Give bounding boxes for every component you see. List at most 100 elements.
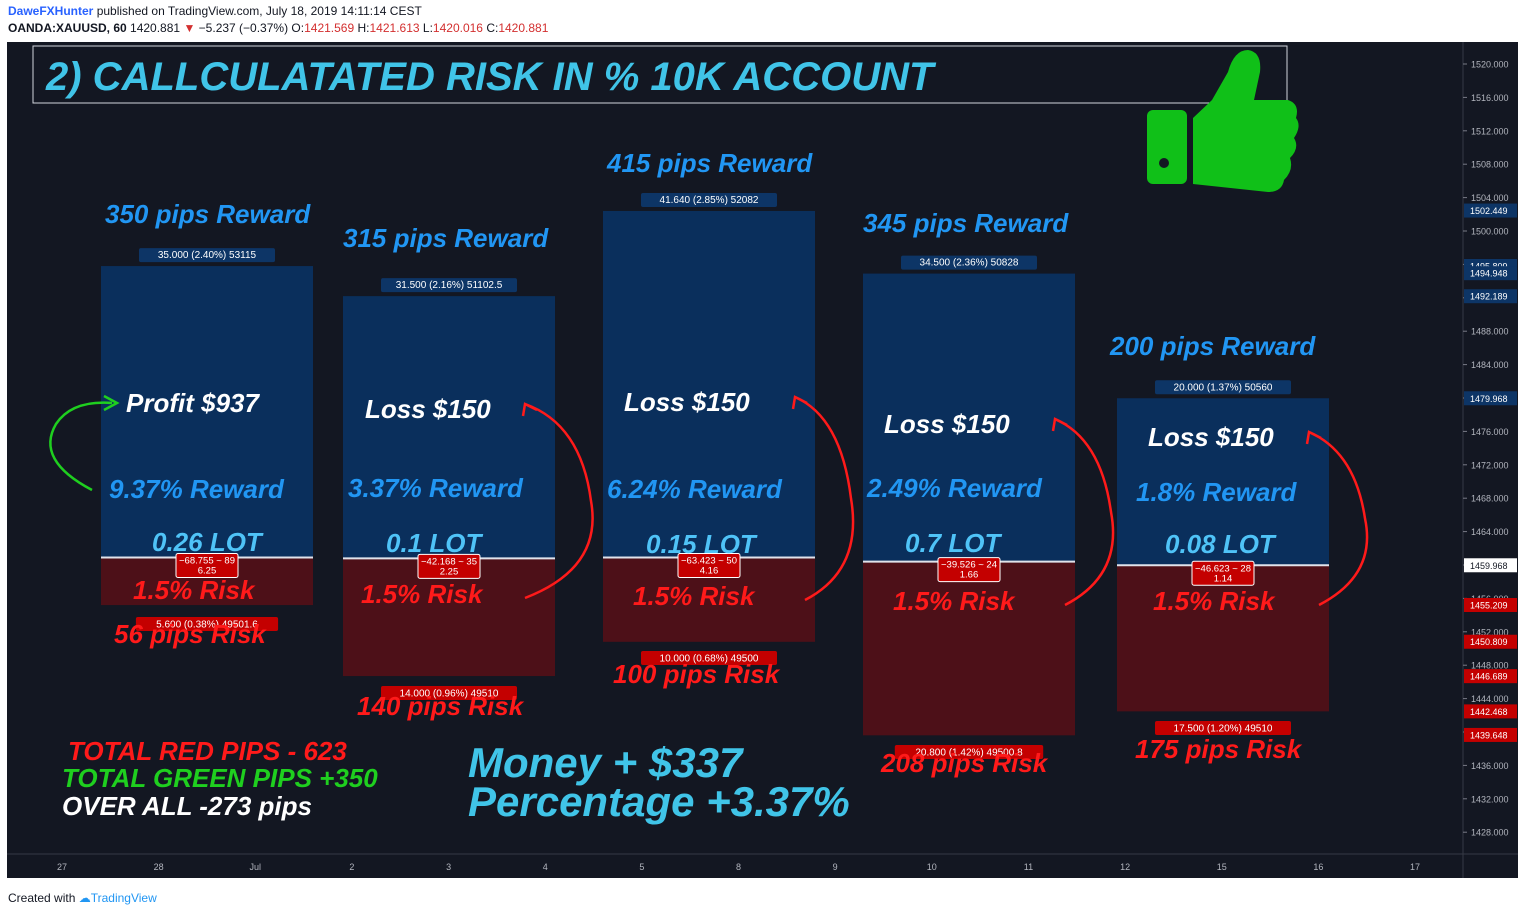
- summary-left: TOTAL RED PIPS - 623 TOTAL GREEN PIPS +3…: [62, 736, 378, 821]
- time-tick-label: 28: [154, 862, 164, 872]
- reward-label: 35.000 (2.40%) 53115: [158, 250, 257, 261]
- footer: Created with ☁TradingView: [8, 888, 157, 908]
- price-tick-label: 1504.000: [1471, 193, 1509, 203]
- price-badge: [1464, 634, 1517, 649]
- red-arrowhead-icon: [1051, 417, 1068, 432]
- risk-pips: 56 pips Risk: [114, 619, 267, 649]
- author-link[interactable]: DaweFXHunter: [8, 4, 94, 18]
- reward-label-badge: [641, 192, 777, 207]
- reward-percent: 9.37% Reward: [109, 474, 285, 504]
- entry-pnl-line1: −42.168 ~ 35: [421, 556, 477, 567]
- green-arrowhead-icon: [103, 394, 120, 412]
- time-tick-label: 2: [349, 862, 354, 872]
- total-green-pips: TOTAL GREEN PIPS +350: [62, 763, 378, 793]
- trade-result: Profit $937: [126, 388, 260, 418]
- thumbs-up-icon: [1147, 50, 1299, 192]
- risk-pips: 208 pips Risk: [880, 748, 1049, 778]
- reward-label: 20.000 (1.37%) 50560: [1174, 382, 1273, 393]
- entry-pnl-badge: [1191, 560, 1255, 586]
- reward-zone[interactable]: [603, 210, 815, 558]
- time-tick-label: 27: [57, 862, 67, 872]
- red-curved-arrow-icon: [524, 402, 594, 600]
- summary-money: Money + $337 Percentage +3.37%: [468, 739, 850, 825]
- risk-percent: 1.5% Risk: [1153, 586, 1276, 616]
- price-badge-label: 1479.968: [1470, 394, 1508, 404]
- price-badge-label: 1492.189: [1470, 292, 1508, 302]
- lot-size: 0.7 LOT: [905, 528, 1002, 558]
- time-tick-label: 4: [543, 862, 548, 872]
- reward-pips: 200 pips Reward: [1109, 331, 1316, 361]
- entry-pnl-badge: [677, 552, 741, 578]
- reward-zone[interactable]: [343, 296, 555, 559]
- created-with-label: Created with: [8, 891, 76, 905]
- risk-zone[interactable]: [1117, 565, 1329, 712]
- open-value: 1421.569: [304, 21, 355, 35]
- red-arrowhead-icon: [791, 395, 808, 410]
- time-tick-label: 12: [1120, 862, 1130, 872]
- title-box[interactable]: [32, 45, 1288, 104]
- money-result: Money + $337: [468, 739, 744, 786]
- reward-zone[interactable]: [1117, 398, 1329, 566]
- price-axis[interactable]: [1463, 42, 1518, 854]
- price-badge-label: 1459.968: [1470, 561, 1508, 571]
- trade-result: Loss $150: [365, 394, 491, 424]
- price-badge: [1464, 598, 1517, 613]
- entry-pnl-line2: 2.25: [440, 566, 459, 577]
- reward-zone[interactable]: [101, 266, 313, 558]
- price-badge-label: 1455.209: [1470, 601, 1508, 611]
- risk-label-badge: [381, 686, 517, 700]
- price-tick-label: 1508.000: [1471, 160, 1509, 170]
- risk-percent: 1.5% Risk: [133, 575, 256, 605]
- price-tick-label: 1472.000: [1471, 460, 1509, 470]
- reward-pips: 315 pips Reward: [343, 223, 549, 253]
- reward-zone[interactable]: [863, 273, 1075, 562]
- price-tick-label: 1432.000: [1471, 794, 1509, 804]
- risk-label-badge: [135, 617, 279, 631]
- tradingview-logo-icon: ☁: [78, 891, 91, 905]
- last-price: 1420.881: [130, 21, 181, 35]
- reward-pips: 345 pips Reward: [863, 208, 1069, 238]
- risk-zone[interactable]: [863, 561, 1075, 736]
- low-value: 1420.016: [432, 21, 483, 35]
- time-tick-label: 8: [736, 862, 741, 872]
- time-axis[interactable]: [7, 854, 1518, 878]
- red-curved-arrow-icon: [1308, 430, 1369, 607]
- chart-header: DaweFXHunter published on TradingView.co…: [8, 3, 1508, 37]
- price-badge: [1464, 669, 1517, 684]
- price-badge-label: 1442.468: [1470, 707, 1508, 717]
- price-badge: [1464, 289, 1517, 304]
- price-badge: [1464, 266, 1517, 281]
- red-curved-arrow-icon: [1054, 417, 1115, 607]
- open-label: O:: [291, 21, 305, 35]
- reward-label-badge: [1155, 380, 1291, 395]
- risk-label: 10.000 (0.68%) 49500: [660, 654, 759, 665]
- risk-pips: 100 pips Risk: [613, 659, 781, 689]
- entry-pnl-line2: 6.25: [198, 565, 217, 576]
- time-tick-label: 15: [1217, 862, 1227, 872]
- risk-label-badge: [1155, 721, 1291, 735]
- reward-pips: 415 pips Reward: [606, 148, 813, 178]
- down-triangle-icon: ▼: [183, 21, 196, 35]
- trade-result: Loss $150: [624, 387, 750, 417]
- red-curved-arrow-icon: [794, 395, 855, 602]
- risk-label-badge: [641, 651, 777, 665]
- tradingview-brand[interactable]: TradingView: [90, 891, 157, 905]
- entry-pnl-line2: 1.14: [1214, 573, 1233, 584]
- symbol-label[interactable]: OANDA:XAUUSD, 60: [8, 21, 127, 35]
- time-tick-label: 5: [639, 862, 644, 872]
- reward-label-badge: [901, 255, 1037, 270]
- price-change: −5.237 (−0.37%): [198, 21, 289, 35]
- high-label: H:: [357, 21, 370, 35]
- risk-label: 5.600 (0.38%) 49501.6: [156, 620, 258, 631]
- time-tick-label: 10: [927, 862, 937, 872]
- reward-percent: 3.37% Reward: [348, 473, 524, 503]
- entry-pnl-line1: −63.423 ~ 50: [681, 555, 737, 566]
- risk-percent: 1.5% Risk: [361, 579, 484, 609]
- trade-result: Loss $150: [1148, 422, 1274, 452]
- close-value: 1420.881: [498, 21, 549, 35]
- entry-pnl-line1: −39.526 ~ 24: [941, 560, 997, 571]
- price-badge-label: 1502.449: [1470, 206, 1508, 216]
- entry-pnl-line1: −68.755 ~ 89: [179, 555, 235, 566]
- reward-label: 34.500 (2.36%) 50828: [920, 258, 1019, 269]
